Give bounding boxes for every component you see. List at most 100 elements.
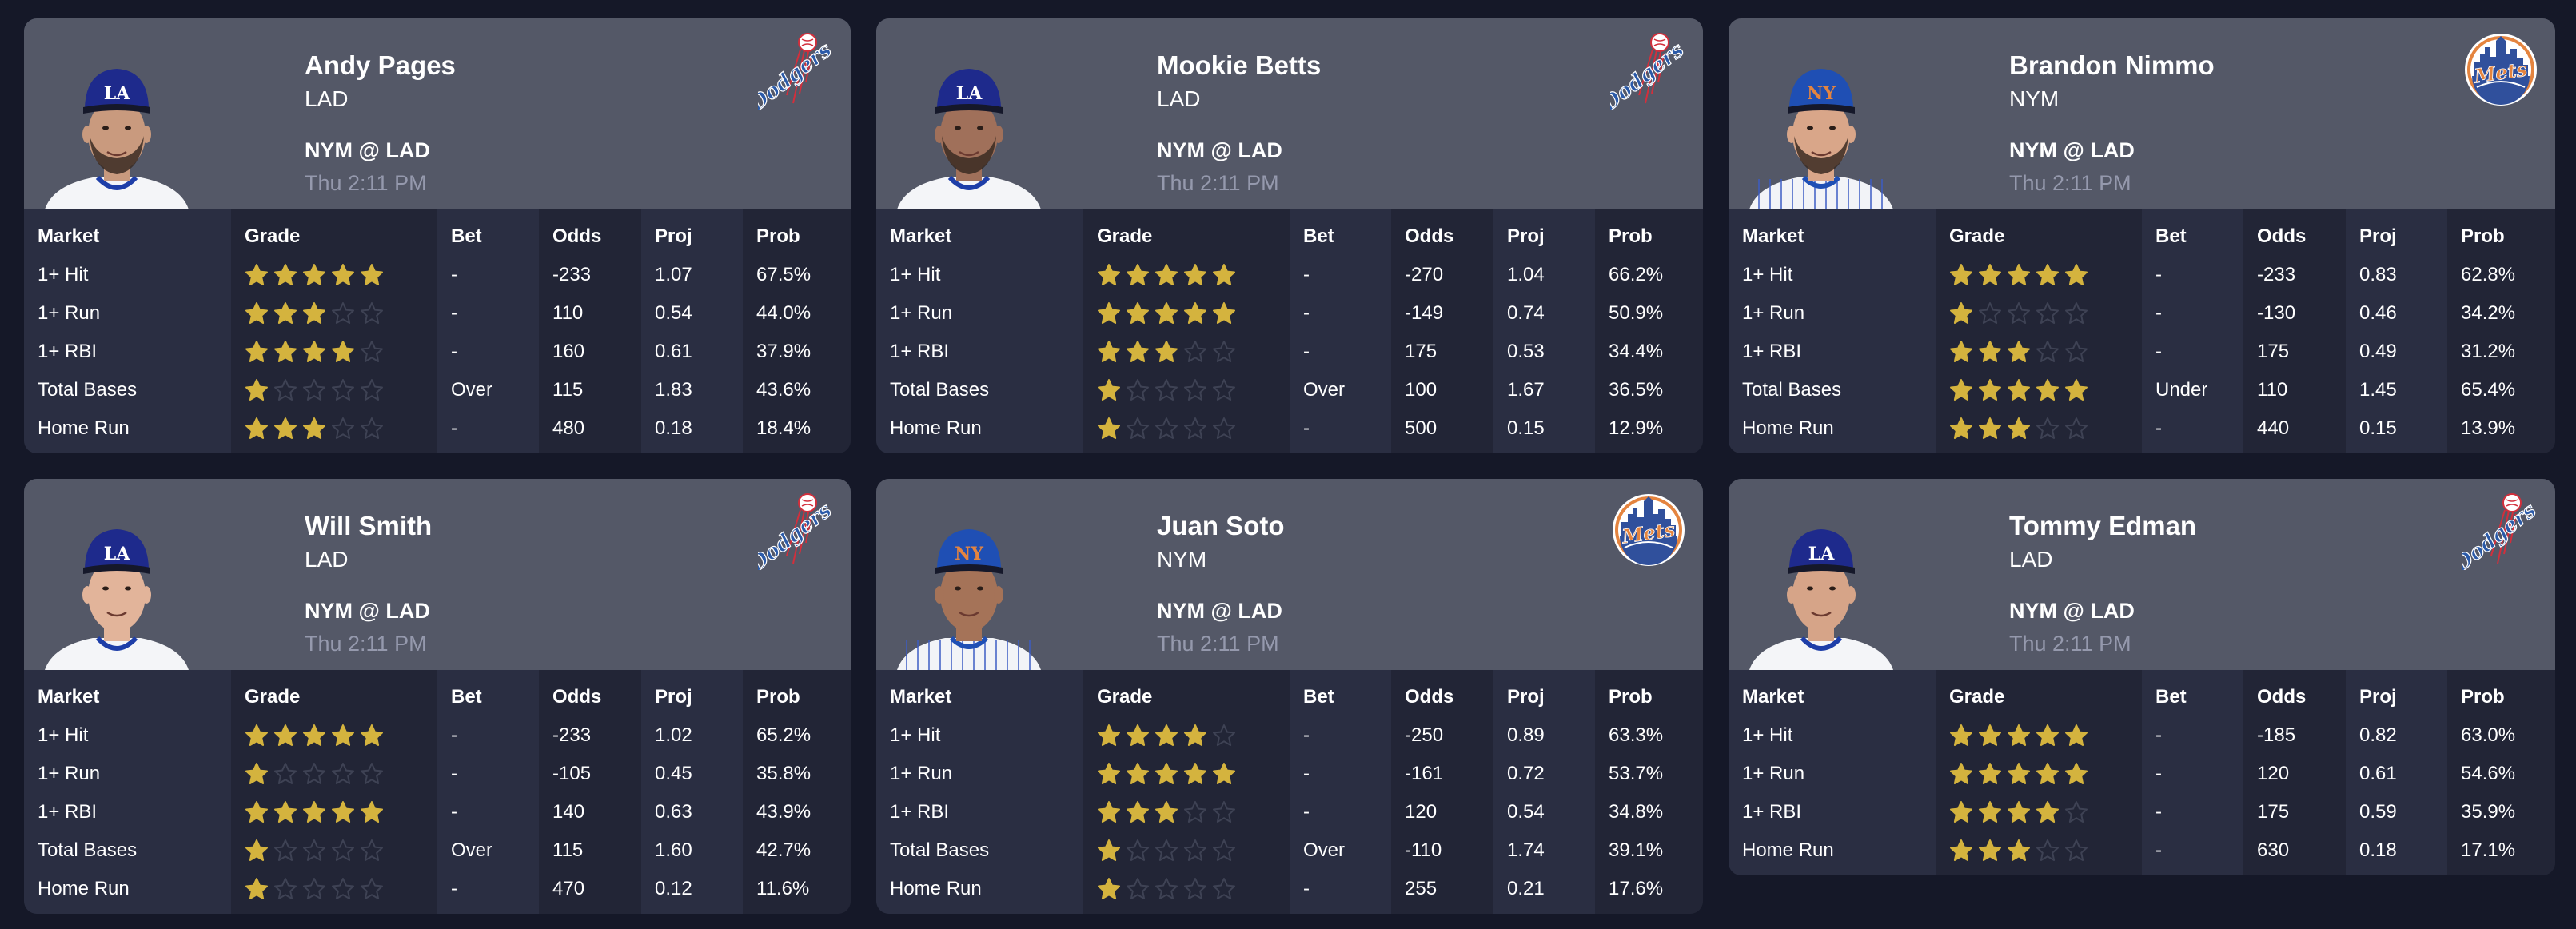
column-header-market[interactable]: Market [890, 686, 952, 708]
table-row[interactable]: Home Run - 255 0.21 17.6% [876, 870, 1703, 908]
player-card[interactable]: LA Will Smith LAD NYM @ LAD Thu 2:11 PM … [24, 479, 851, 914]
column-header-odds[interactable]: Odds [2257, 225, 2307, 247]
column-header-bet[interactable]: Bet [2155, 225, 2187, 247]
table-row[interactable]: 1+ Hit - -185 0.82 63.0% [1729, 716, 2555, 755]
table-row[interactable]: 1+ Hit - -270 1.04 66.2% [876, 256, 1703, 294]
table-row[interactable]: Total Bases Over -110 1.74 39.1% [876, 831, 1703, 870]
star-filled-icon [1155, 763, 1178, 784]
table-row[interactable]: 1+ Hit - -250 0.89 63.3% [876, 716, 1703, 755]
player-card[interactable]: LA Andy Pages LAD NYM @ LAD Thu 2:11 PM … [24, 18, 851, 453]
column-bg [1290, 209, 1391, 453]
column-header-odds[interactable]: Odds [1405, 686, 1454, 708]
table-row[interactable]: 1+ RBI - 175 0.49 31.2% [1729, 333, 2555, 371]
column-header-prob[interactable]: Prob [1609, 225, 1653, 247]
player-name[interactable]: Juan Soto [1157, 511, 1285, 540]
svg-text:LA: LA [104, 83, 130, 104]
column-header-market[interactable]: Market [890, 225, 952, 247]
column-header-odds[interactable]: Odds [552, 686, 602, 708]
column-header-market[interactable]: Market [38, 686, 100, 708]
column-header-prob[interactable]: Prob [756, 225, 800, 247]
player-name[interactable]: Brandon Nimmo [2009, 50, 2215, 80]
table-row[interactable]: Home Run - 500 0.15 12.9% [876, 409, 1703, 448]
player-name[interactable]: Tommy Edman [2009, 511, 2197, 540]
column-header-grade[interactable]: Grade [1949, 225, 2005, 247]
table-row[interactable]: 1+ RBI - 175 0.59 35.9% [1729, 793, 2555, 831]
prob-cell: 53.7% [1609, 763, 1664, 784]
star-filled-icon [2036, 724, 2059, 746]
column-header-grade[interactable]: Grade [245, 225, 301, 247]
column-header-proj[interactable]: Proj [2359, 225, 2397, 247]
column-header-prob[interactable]: Prob [2461, 225, 2505, 247]
column-bg [231, 209, 437, 453]
column-header-grade[interactable]: Grade [1097, 686, 1153, 708]
column-header-market[interactable]: Market [1742, 686, 1804, 708]
player-card[interactable]: NY Juan Soto NYM NYM @ LAD Thu 2:11 PM M… [876, 479, 1703, 914]
column-header-prob[interactable]: Prob [1609, 686, 1653, 708]
player-card[interactable]: LA Mookie Betts LAD NYM @ LAD Thu 2:11 P… [876, 18, 1703, 453]
star-filled-icon [1098, 264, 1120, 285]
table-row[interactable]: 1+ Hit - -233 1.02 65.2% [24, 716, 851, 755]
player-card[interactable]: NY Brandon Nimmo NYM NYM @ LAD Thu 2:11 … [1729, 18, 2555, 453]
proj-cell: 0.59 [2359, 801, 2397, 823]
column-header-proj[interactable]: Proj [1507, 686, 1545, 708]
table-row[interactable]: 1+ Run - -130 0.46 34.2% [1729, 294, 2555, 333]
table-row[interactable]: Home Run - 440 0.15 13.9% [1729, 409, 2555, 448]
market-cell: 1+ RBI [890, 341, 950, 362]
table-row[interactable]: Home Run - 630 0.18 17.1% [1729, 831, 2555, 870]
column-header-bet[interactable]: Bet [1303, 686, 1334, 708]
star-empty-icon [1184, 417, 1206, 439]
prob-cell: 34.2% [2461, 302, 2516, 324]
column-header-market[interactable]: Market [1742, 225, 1804, 247]
star-filled-icon [361, 724, 383, 746]
column-header-proj[interactable]: Proj [1507, 225, 1545, 247]
column-header-market[interactable]: Market [38, 225, 100, 247]
column-header-bet[interactable]: Bet [1303, 225, 1334, 247]
bet-cell: - [1303, 341, 1310, 362]
table-row[interactable]: 1+ Hit - -233 1.07 67.5% [24, 256, 851, 294]
column-header-grade[interactable]: Grade [1949, 686, 2005, 708]
table-row[interactable]: Home Run - 470 0.12 11.6% [24, 870, 851, 908]
player-name[interactable]: Andy Pages [305, 50, 456, 80]
star-filled-icon [2008, 724, 2030, 746]
market-cell: 1+ Run [890, 763, 953, 784]
star-filled-icon [2036, 801, 2059, 823]
column-header-proj[interactable]: Proj [2359, 686, 2397, 708]
star-empty-icon [1213, 878, 1235, 899]
table-row[interactable]: Total Bases Under 110 1.45 65.4% [1729, 371, 2555, 409]
prob-cell: 50.9% [1609, 302, 1664, 324]
grade-stars [1936, 724, 2142, 748]
column-header-odds[interactable]: Odds [552, 225, 602, 247]
table-row[interactable]: Home Run - 480 0.18 18.4% [24, 409, 851, 448]
table-row[interactable]: 1+ Hit - -233 0.83 62.8% [1729, 256, 2555, 294]
column-header-grade[interactable]: Grade [245, 686, 301, 708]
table-row[interactable]: Total Bases Over 115 1.83 43.6% [24, 371, 851, 409]
column-header-bet[interactable]: Bet [2155, 686, 2187, 708]
column-bg [1595, 670, 1703, 914]
column-header-bet[interactable]: Bet [451, 225, 482, 247]
table-row[interactable]: 1+ RBI - 120 0.54 34.8% [876, 793, 1703, 831]
column-header-prob[interactable]: Prob [756, 686, 800, 708]
proj-cell: 0.12 [655, 878, 692, 899]
column-header-proj[interactable]: Proj [655, 225, 692, 247]
column-header-odds[interactable]: Odds [1405, 225, 1454, 247]
table-row[interactable]: 1+ Run - -149 0.74 50.9% [876, 294, 1703, 333]
player-name[interactable]: Mookie Betts [1157, 50, 1322, 80]
table-row[interactable]: 1+ Run - -161 0.72 53.7% [876, 755, 1703, 793]
table-row[interactable]: Total Bases Over 100 1.67 36.5% [876, 371, 1703, 409]
table-row[interactable]: 1+ Run - -105 0.45 35.8% [24, 755, 851, 793]
market-cell: Total Bases [38, 839, 138, 861]
table-row[interactable]: 1+ Run - 120 0.61 54.6% [1729, 755, 2555, 793]
table-row[interactable]: 1+ RBI - 140 0.63 43.9% [24, 793, 851, 831]
player-name[interactable]: Will Smith [305, 511, 433, 540]
player-card[interactable]: LA Tommy Edman LAD NYM @ LAD Thu 2:11 PM… [1729, 479, 2555, 875]
column-header-bet[interactable]: Bet [451, 686, 482, 708]
column-header-grade[interactable]: Grade [1097, 225, 1153, 247]
table-row[interactable]: 1+ RBI - 160 0.61 37.9% [24, 333, 851, 371]
game-time: Thu 2:11 PM [1157, 171, 1279, 195]
column-header-odds[interactable]: Odds [2257, 686, 2307, 708]
table-row[interactable]: 1+ RBI - 175 0.53 34.4% [876, 333, 1703, 371]
table-row[interactable]: Total Bases Over 115 1.60 42.7% [24, 831, 851, 870]
table-row[interactable]: 1+ Run - 110 0.54 44.0% [24, 294, 851, 333]
column-header-prob[interactable]: Prob [2461, 686, 2505, 708]
column-header-proj[interactable]: Proj [655, 686, 692, 708]
